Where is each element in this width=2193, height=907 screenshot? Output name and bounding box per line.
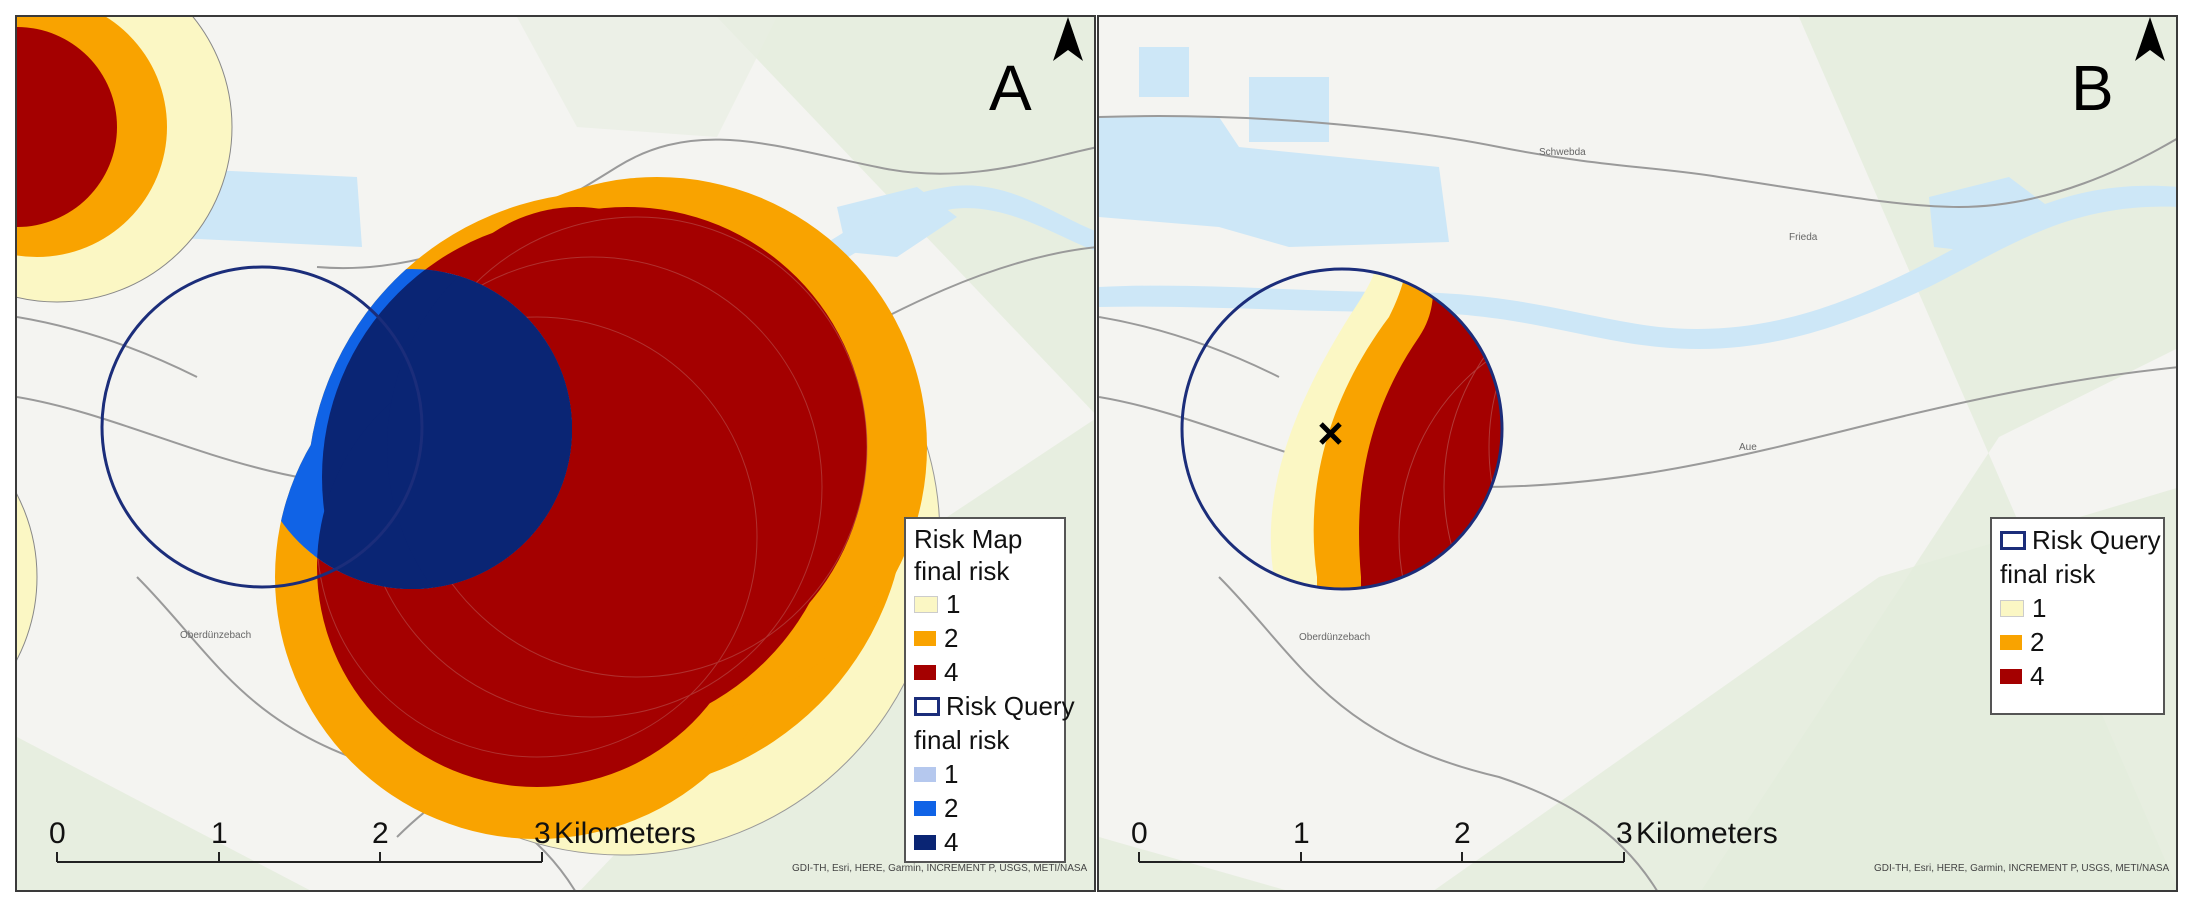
map-panel-b[interactable]: B N Risk Query final risk 1 2 4 0 1 2 3 … bbox=[1097, 15, 2178, 892]
legend-swatch bbox=[2000, 599, 2024, 617]
scale-tick-label: 2 bbox=[372, 817, 389, 850]
place-label: Aue bbox=[1739, 442, 1757, 453]
scale-tick-label: 0 bbox=[49, 817, 66, 850]
legend-item: 1 bbox=[2000, 591, 2155, 625]
place-label: Oberdünzebach bbox=[1299, 632, 1371, 643]
pond bbox=[1929, 177, 2049, 252]
terrain-forest bbox=[17, 737, 310, 890]
scale-tick-label: 3 bbox=[534, 817, 551, 850]
legend-item: Risk Query bbox=[914, 689, 1075, 723]
legend-label: Risk Query bbox=[946, 690, 1075, 721]
legend-item: 2 bbox=[914, 791, 1056, 825]
legend-item: 4 bbox=[914, 825, 1056, 859]
legend-item: 4 bbox=[914, 655, 1056, 689]
risk-zone-1 bbox=[17, 493, 38, 661]
place-label: Oberdünzebach bbox=[180, 630, 252, 641]
legend-item: 1 bbox=[914, 757, 1056, 791]
legend-label: 1 bbox=[944, 758, 959, 789]
north-arrow-icon bbox=[1053, 17, 1083, 61]
legend-item: 4 bbox=[2000, 659, 2155, 693]
map-canvas-b[interactable] bbox=[1099, 17, 2178, 892]
terrain-forest bbox=[1099, 837, 1285, 890]
legend-swatch bbox=[914, 834, 936, 850]
legend-swatch bbox=[914, 766, 936, 782]
map-attribution: GDI-TH, Esri, HERE, Garmin, INCREMENT P,… bbox=[1874, 863, 2170, 874]
map-attribution: GDI-TH, Esri, HERE, Garmin, INCREMENT P,… bbox=[792, 863, 1088, 874]
risk-query-outline[interactable] bbox=[1180, 267, 1504, 591]
legend-swatch bbox=[914, 595, 938, 613]
scalebar-line bbox=[1138, 852, 1625, 863]
legend-label: 1 bbox=[946, 588, 961, 619]
scale-tick-label: 1 bbox=[1293, 817, 1310, 850]
panel-letter-a: A bbox=[989, 52, 1032, 124]
legend-label: 2 bbox=[944, 622, 959, 653]
map-panel-a[interactable]: A N Risk Map final risk 1 2 4 Risk Query… bbox=[15, 15, 1096, 892]
place-label: Frieda bbox=[1789, 232, 1818, 243]
legend-swatch bbox=[2000, 634, 2022, 650]
scale-tick-label: 3 bbox=[1616, 817, 1633, 850]
legend-label: 2 bbox=[2030, 626, 2045, 657]
legend-swatch bbox=[914, 630, 936, 646]
risk-query-outline[interactable] bbox=[100, 265, 424, 589]
legend-swatch bbox=[2000, 668, 2022, 684]
map-canvas-a[interactable] bbox=[17, 17, 1096, 892]
legend-swatch bbox=[914, 664, 936, 680]
lake bbox=[1099, 117, 1449, 247]
scale-unit-label: Kilometers bbox=[554, 817, 696, 850]
scale-unit-label: Kilometers bbox=[1636, 817, 1778, 850]
legend-title: Risk Map bbox=[914, 523, 1023, 554]
pond bbox=[1249, 77, 1329, 142]
panel-letter-b: B bbox=[2071, 52, 2114, 124]
legend-subtitle: final risk bbox=[2000, 558, 2096, 589]
location-marker-icon[interactable] bbox=[1319, 422, 1342, 445]
scale-tick-label: 2 bbox=[1454, 817, 1471, 850]
legend-label: 4 bbox=[944, 826, 959, 857]
legend-ring-swatch bbox=[914, 696, 940, 716]
legend-label: 4 bbox=[2030, 660, 2045, 691]
scalebar-line bbox=[56, 852, 543, 863]
terrain-forest bbox=[517, 17, 777, 137]
legend-subtitle: final risk bbox=[914, 724, 1010, 755]
legend-label: Risk Query bbox=[2032, 524, 2161, 555]
pond bbox=[1139, 47, 1189, 97]
legend-item: Risk Query bbox=[2000, 523, 2161, 557]
legend-a: Risk Map final risk 1 2 4 Risk Query fin… bbox=[904, 517, 1075, 863]
place-label: Schwebda bbox=[1539, 147, 1586, 158]
scale-tick-label: 1 bbox=[211, 817, 228, 850]
legend-label: 1 bbox=[2032, 592, 2047, 623]
legend-ring-swatch bbox=[2000, 530, 2026, 550]
legend-swatch bbox=[914, 800, 936, 816]
legend-label: 2 bbox=[944, 792, 959, 823]
legend-subtitle: final risk bbox=[914, 555, 1010, 586]
legend-label: 4 bbox=[944, 656, 959, 687]
risk-zone-4 bbox=[17, 27, 117, 227]
risk-zone-4-group bbox=[317, 207, 867, 787]
legend-b: Risk Query final risk 1 2 4 bbox=[1990, 517, 2165, 715]
legend-item: 2 bbox=[914, 621, 1056, 655]
river bbox=[777, 185, 1094, 287]
legend-item: 2 bbox=[2000, 625, 2155, 659]
scale-tick-label: 0 bbox=[1131, 817, 1148, 850]
roads bbox=[1099, 115, 2176, 890]
legend-item: 1 bbox=[914, 587, 1056, 621]
north-arrow-icon bbox=[2135, 17, 2165, 61]
